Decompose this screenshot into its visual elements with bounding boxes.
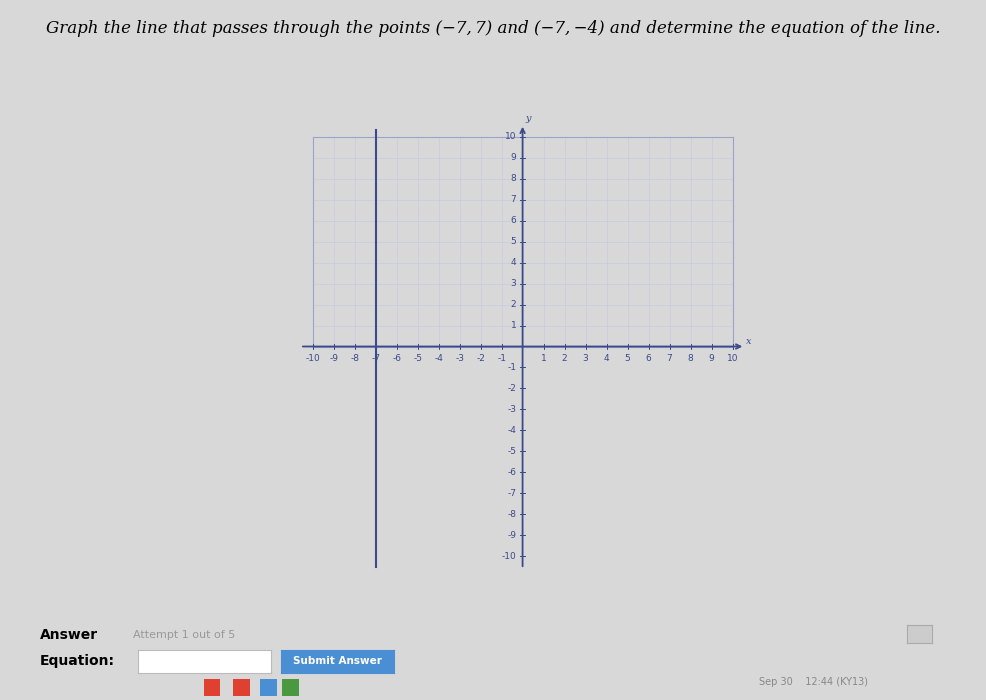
Text: 7: 7: [511, 195, 517, 204]
Text: 6: 6: [646, 354, 652, 363]
Text: 1: 1: [511, 321, 517, 330]
Text: Sep 30    12:44 (KY13): Sep 30 12:44 (KY13): [758, 678, 868, 687]
Text: -5: -5: [413, 354, 422, 363]
Text: -6: -6: [507, 468, 517, 477]
Text: -6: -6: [392, 354, 401, 363]
Text: y: y: [526, 114, 530, 123]
Text: -8: -8: [350, 354, 359, 363]
Text: Equation:: Equation:: [39, 654, 114, 668]
Text: -8: -8: [507, 510, 517, 519]
Text: 1: 1: [540, 354, 546, 363]
Text: 8: 8: [511, 174, 517, 183]
Text: -7: -7: [507, 489, 517, 498]
Text: -2: -2: [476, 354, 485, 363]
Text: Attempt 1 out of 5: Attempt 1 out of 5: [133, 630, 236, 640]
Text: 4: 4: [603, 354, 609, 363]
Text: 2: 2: [562, 354, 567, 363]
Text: -1: -1: [497, 354, 506, 363]
Text: Submit Answer: Submit Answer: [293, 657, 383, 666]
Text: -4: -4: [434, 354, 443, 363]
Text: -1: -1: [507, 363, 517, 372]
Text: 6: 6: [511, 216, 517, 225]
Text: 3: 3: [583, 354, 589, 363]
Text: -2: -2: [508, 384, 517, 393]
Text: 7: 7: [667, 354, 672, 363]
Text: Answer: Answer: [39, 628, 98, 642]
Text: 5: 5: [625, 354, 630, 363]
Text: -3: -3: [456, 354, 464, 363]
Text: -10: -10: [502, 552, 517, 561]
Text: 10: 10: [727, 354, 739, 363]
Text: 9: 9: [511, 153, 517, 162]
Text: -3: -3: [507, 405, 517, 414]
Text: 8: 8: [687, 354, 693, 363]
Text: -10: -10: [306, 354, 320, 363]
Text: Graph the line that passes through the points (−7, 7) and (−7, −4) and determine: Graph the line that passes through the p…: [45, 20, 941, 36]
Text: -9: -9: [507, 531, 517, 540]
Text: -9: -9: [329, 354, 338, 363]
Text: -4: -4: [508, 426, 517, 435]
Text: 5: 5: [511, 237, 517, 246]
Text: -7: -7: [371, 354, 380, 363]
Text: 10: 10: [505, 132, 517, 141]
Text: 9: 9: [709, 354, 715, 363]
Text: 2: 2: [511, 300, 517, 309]
Text: 4: 4: [511, 258, 517, 267]
Text: -5: -5: [507, 447, 517, 456]
Text: 3: 3: [511, 279, 517, 288]
Text: x: x: [746, 337, 751, 346]
